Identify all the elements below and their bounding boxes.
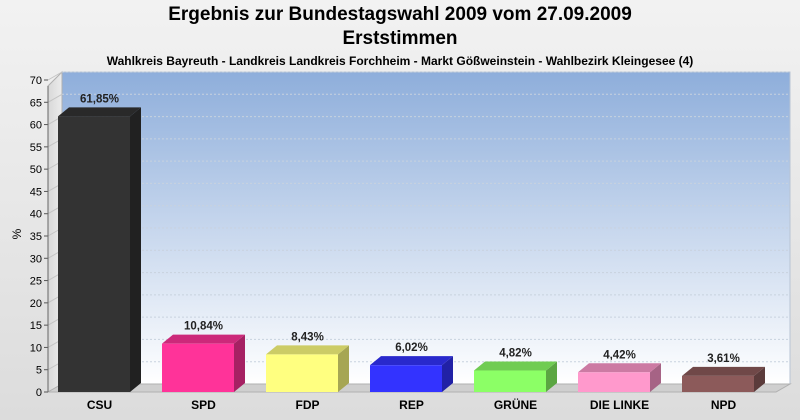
- y-tick-label: 0: [36, 387, 42, 399]
- y-tick-label: 50: [30, 164, 42, 176]
- data-label: 4,82%: [499, 348, 532, 360]
- y-tick-label: 30: [30, 253, 42, 265]
- bar: [474, 370, 546, 392]
- bar-side: [442, 356, 453, 392]
- data-label: 4,42%: [603, 349, 636, 361]
- y-tick-label: 55: [30, 142, 42, 154]
- bar-side: [754, 366, 765, 392]
- data-label: 8,43%: [291, 331, 324, 343]
- y-tick-label: 25: [30, 276, 42, 288]
- x-tick-label: DIE LINKE: [590, 398, 649, 412]
- data-label: 61,85%: [80, 93, 119, 105]
- bar-side: [234, 334, 245, 392]
- chart-title: Ergebnis zur Bundestagswahl 2009 vom 27.…: [168, 4, 632, 25]
- x-tick-label: REP: [399, 398, 424, 412]
- bar-side: [338, 345, 349, 392]
- y-tick-label: 10: [30, 342, 42, 354]
- x-tick-label: NPD: [711, 398, 737, 412]
- data-label: 10,84%: [184, 321, 223, 333]
- y-tick-label: 70: [30, 75, 42, 87]
- bar-top: [162, 334, 245, 344]
- y-tick-label: 20: [30, 298, 42, 310]
- gridline-wall: [47, 71, 63, 81]
- y-tick-label: 15: [30, 320, 42, 332]
- x-tick-label: SPD: [191, 398, 216, 412]
- bar-side: [130, 107, 141, 392]
- bar-side: [650, 363, 661, 392]
- bar-top: [58, 107, 141, 117]
- bar-top: [474, 361, 557, 371]
- y-tick-label: 35: [30, 231, 42, 243]
- chart-subtitle: Erststimmen: [342, 28, 458, 49]
- chart-caption: Wahlkreis Bayreuth - Landkreis Landkreis…: [106, 54, 694, 68]
- x-tick-label: GRÜNE: [494, 397, 537, 412]
- x-tick-label: FDP: [296, 398, 320, 412]
- bar-top: [370, 356, 453, 366]
- bar-side: [546, 361, 557, 392]
- y-tick-label: 40: [30, 209, 42, 221]
- bar: [578, 372, 650, 392]
- y-tick-label: 45: [30, 186, 42, 198]
- bar: [58, 116, 130, 392]
- bar: [266, 354, 338, 392]
- bar-top: [682, 366, 765, 376]
- y-axis-label: %: [10, 228, 24, 239]
- data-label: 6,02%: [395, 342, 428, 354]
- bar: [682, 375, 754, 392]
- bar: [162, 343, 234, 392]
- y-tick-label: 65: [30, 97, 42, 109]
- y-tick-label: 5: [36, 365, 42, 377]
- y-tick-label: 60: [30, 120, 42, 132]
- gridline-wall: [47, 93, 63, 103]
- bar-top: [266, 345, 349, 355]
- x-tick-label: CSU: [87, 398, 112, 412]
- bar: [370, 365, 442, 392]
- bar-top: [578, 363, 661, 373]
- data-label: 3,61%: [707, 353, 740, 365]
